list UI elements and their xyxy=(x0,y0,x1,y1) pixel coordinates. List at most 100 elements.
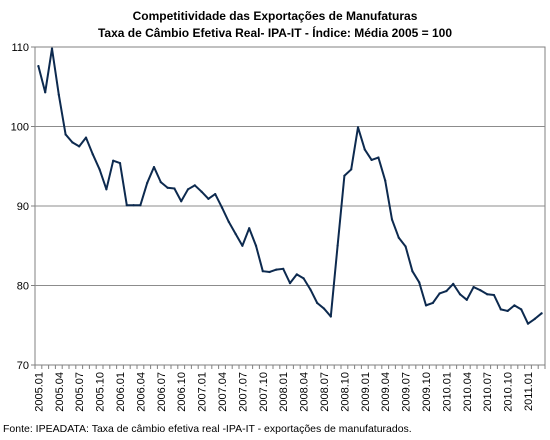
data-point xyxy=(186,188,190,191)
data-point xyxy=(159,181,162,184)
data-point xyxy=(146,181,149,185)
x-tick-label: 2007.01 xyxy=(197,372,209,412)
data-point xyxy=(125,204,128,207)
data-point xyxy=(472,285,475,289)
data-point xyxy=(418,281,421,284)
x-tick-label: 2010.10 xyxy=(503,372,515,412)
data-point xyxy=(50,47,54,50)
data-point xyxy=(465,298,468,301)
data-point xyxy=(513,304,516,307)
y-tick-label: 80 xyxy=(17,281,29,293)
data-point xyxy=(458,293,462,296)
data-point xyxy=(499,308,502,311)
data-point xyxy=(173,187,176,190)
data-point xyxy=(336,244,339,247)
x-tick-label: 2007.04 xyxy=(217,372,229,412)
data-point xyxy=(322,307,326,310)
data-point xyxy=(370,158,373,161)
x-axis: 2005.01 2005.04 2005.07 2005.10 2006.01 2006.… xyxy=(33,365,546,412)
data-point xyxy=(112,159,115,162)
data-point xyxy=(71,141,74,144)
y-tick-label: 70 xyxy=(17,360,29,372)
data-point xyxy=(227,220,230,223)
x-tick-label: 2010.01 xyxy=(441,372,453,412)
series-layer xyxy=(37,47,543,325)
data-point xyxy=(316,301,319,305)
data-point xyxy=(214,192,217,196)
data-point xyxy=(397,236,400,239)
data-point xyxy=(486,293,489,296)
data-point xyxy=(275,268,278,271)
data-point xyxy=(452,282,455,286)
x-tick-label: 2005.01 xyxy=(33,372,45,412)
x-tick-label: 2009.04 xyxy=(380,372,392,412)
x-tick-label: 2008.07 xyxy=(319,372,331,412)
data-point xyxy=(295,273,298,276)
data-point xyxy=(506,309,509,313)
x-tick-label: 2009.07 xyxy=(401,372,413,412)
data-point xyxy=(44,91,47,94)
x-tick-label: 2005.04 xyxy=(54,372,66,412)
data-point xyxy=(540,312,543,315)
x-tick-label: 2010.04 xyxy=(462,372,474,412)
data-point xyxy=(533,317,536,320)
data-point xyxy=(282,267,285,270)
data-point xyxy=(152,165,156,169)
x-tick-label: 2006.04 xyxy=(135,372,147,412)
data-point xyxy=(520,308,523,311)
data-point xyxy=(118,161,122,165)
data-point xyxy=(350,168,353,171)
data-point xyxy=(356,126,360,129)
x-tick-label: 2008.10 xyxy=(339,372,351,412)
data-point xyxy=(261,270,264,273)
data-point xyxy=(254,244,258,247)
y-axis: 70 80 90 100 110 xyxy=(11,42,35,372)
data-point xyxy=(139,204,142,207)
data-point xyxy=(445,289,448,293)
data-point xyxy=(180,200,183,203)
data-point xyxy=(424,304,428,307)
data-point xyxy=(404,245,407,248)
data-point xyxy=(302,277,305,280)
source-note: Fonte: IPEADATA: Taxa de câmbio efetiva … xyxy=(3,423,412,435)
data-point xyxy=(78,145,81,148)
data-point xyxy=(384,179,387,182)
data-point xyxy=(390,218,394,221)
data-point xyxy=(526,322,530,325)
x-tick-label: 2005.07 xyxy=(74,372,86,412)
data-point xyxy=(431,301,434,305)
x-tick-label: 2007.07 xyxy=(237,372,249,412)
x-tick-label: 2006.01 xyxy=(115,372,127,412)
x-tick-label: 2005.10 xyxy=(95,372,107,412)
chart-title: Competitividade das Exportações de Manuf… xyxy=(133,9,418,23)
data-point xyxy=(57,93,60,96)
x-tick-label: 2008.04 xyxy=(299,372,311,412)
data-point xyxy=(288,282,292,285)
data-point xyxy=(234,232,237,235)
data-point xyxy=(84,136,88,139)
plot-area: 70 80 90 100 110 2005.01 2005.04 2005.07 2005.1… xyxy=(11,42,546,412)
data-point xyxy=(200,190,203,193)
data-point xyxy=(492,293,496,297)
data-point xyxy=(207,197,210,200)
data-point xyxy=(438,292,441,295)
y-tick-label: 90 xyxy=(17,201,29,213)
data-point xyxy=(411,270,414,273)
x-tick-label: 2006.07 xyxy=(156,372,168,412)
data-point xyxy=(363,148,366,151)
data-point xyxy=(132,204,135,207)
y-tick-label: 100 xyxy=(11,122,29,134)
data-point xyxy=(220,206,224,209)
y-tick-label: 110 xyxy=(11,42,29,54)
x-tick-label: 2007.10 xyxy=(258,372,270,412)
data-point xyxy=(193,184,196,187)
data-point xyxy=(105,188,108,191)
x-tick-label: 2011.01 xyxy=(523,372,535,411)
data-point xyxy=(248,227,251,230)
data-point xyxy=(329,315,332,318)
data-point xyxy=(241,244,244,247)
data-point xyxy=(268,270,271,274)
x-tick-label: 2006.10 xyxy=(176,372,188,412)
